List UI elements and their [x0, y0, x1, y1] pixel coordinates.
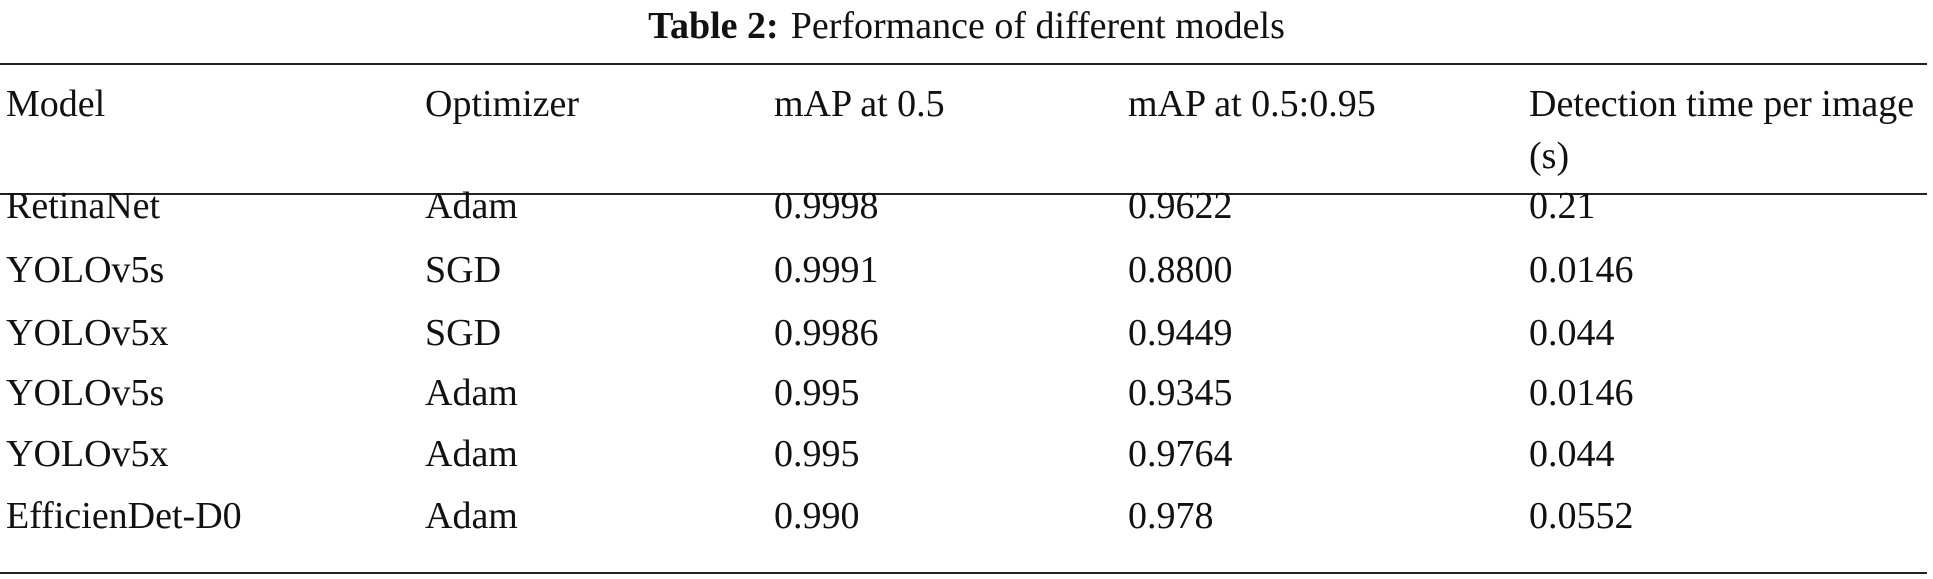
table-cell: 0.044 [1529, 312, 1615, 354]
column-header: Optimizer [425, 83, 580, 125]
table-cell: 0.9345 [1128, 372, 1233, 414]
table-cell: 0.0146 [1529, 249, 1634, 291]
table-cell: 0.9998 [774, 185, 879, 227]
table-cell: 0.990 [774, 495, 860, 537]
table-cell: 0.21 [1529, 185, 1596, 227]
column-header: mAP at 0.5 [774, 83, 945, 125]
table-cell: RetinaNet [6, 185, 161, 227]
header-rule [0, 193, 1927, 195]
table-cell: SGD [425, 312, 502, 354]
table-cell: 0.9449 [1128, 312, 1233, 354]
table-cell: YOLOv5s [6, 249, 165, 291]
table-cell: 0.9764 [1128, 433, 1233, 475]
column-header: Detection time per image (s) [1529, 83, 1915, 177]
caption-label: Table 2: [648, 5, 779, 47]
table-cell: 0.0552 [1529, 495, 1634, 537]
column-header: Model [6, 83, 106, 125]
table-cell: Adam [425, 185, 518, 227]
table-cell: Adam [425, 495, 518, 537]
table-cell: YOLOv5x [6, 312, 169, 354]
caption-title: Performance of different models [790, 5, 1285, 47]
table-cell: 0.9986 [774, 312, 879, 354]
table-cell: 0.995 [774, 433, 860, 475]
table-cell: SGD [425, 249, 502, 291]
table-cell: YOLOv5x [6, 433, 169, 475]
table-cell: 0.9991 [774, 249, 879, 291]
table-cell: EfficienDet-D0 [6, 495, 242, 537]
table-cell: YOLOv5s [6, 372, 165, 414]
bottom-rule [0, 572, 1927, 574]
table-cell: 0.995 [774, 372, 860, 414]
table-cell: 0.0146 [1529, 372, 1634, 414]
table-cell: 0.978 [1128, 495, 1214, 537]
table-cell: 0.9622 [1128, 185, 1233, 227]
table-cell: Adam [425, 372, 518, 414]
table-cell: 0.044 [1529, 433, 1615, 475]
column-header: mAP at 0.5:0.95 [1128, 83, 1376, 125]
table-cell: 0.8800 [1128, 249, 1233, 291]
top-rule [0, 63, 1927, 65]
table-cell: Adam [425, 433, 518, 475]
table-caption: Table 2: Performance of different models [0, 0, 1933, 52]
